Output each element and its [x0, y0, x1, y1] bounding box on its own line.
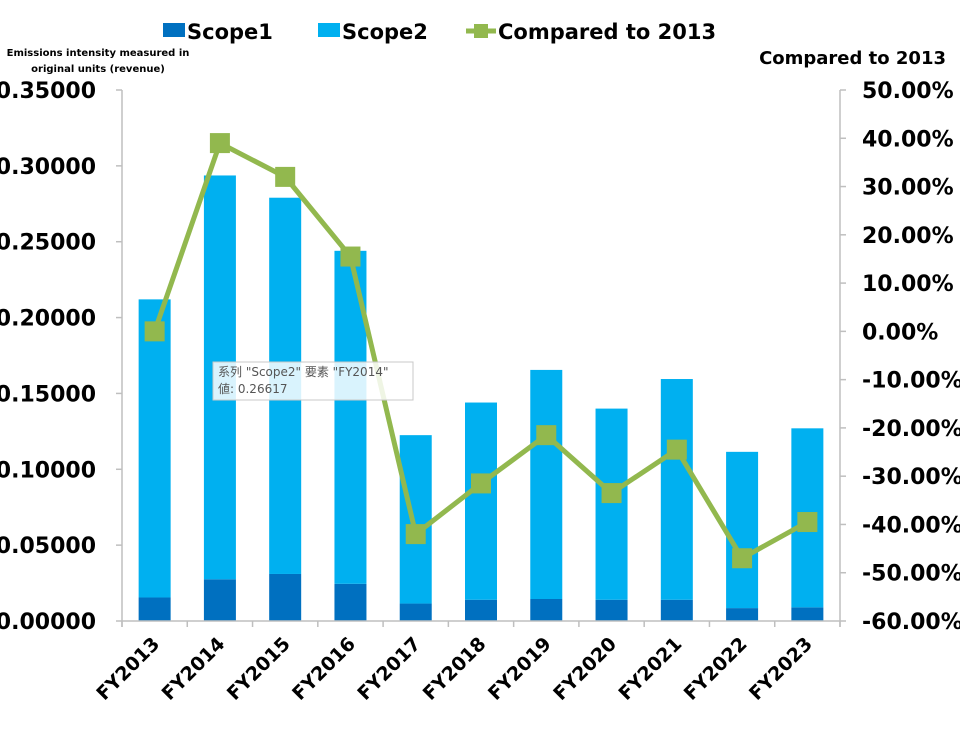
tooltip-box [212, 361, 414, 401]
tooltip-line: 系列 "Scope2" 要素 "FY2014" [218, 365, 389, 379]
left-axis-title: original units (revenue) [31, 64, 165, 75]
bar-scope2 [399, 435, 432, 604]
right-tick-label: -40.00% [862, 513, 960, 538]
right-tick-label: -20.00% [862, 417, 960, 442]
x-tick-label: FY2015 [223, 633, 295, 705]
bar-scope1 [203, 579, 236, 621]
line-marker-compared-2013 [275, 166, 296, 187]
line-marker-compared-2013 [405, 524, 426, 545]
left-tick-label: 0.35000 [0, 79, 96, 104]
right-tick-label: -50.00% [862, 562, 960, 587]
x-tick-label: FY2018 [419, 633, 491, 705]
bar-scope2 [660, 379, 693, 600]
bar-scope1 [334, 583, 367, 621]
bar-scope2 [465, 402, 497, 600]
right-tick-label: -10.00% [862, 369, 960, 394]
right-tick-label: 30.00% [862, 176, 954, 201]
left-tick-label: 0.00000 [0, 610, 96, 635]
left-tick-label: 0.20000 [0, 307, 96, 332]
line-marker-compared-2013 [144, 321, 165, 342]
x-tick-label: FY2021 [614, 633, 686, 705]
legend-swatch [163, 23, 185, 37]
legend-swatch-marker [474, 24, 488, 38]
legend-swatch [318, 23, 340, 37]
left-tick-label: 0.10000 [0, 458, 96, 483]
right-axis-title: Compared to 2013 [759, 48, 946, 69]
line-marker-compared-2013 [666, 439, 687, 460]
tooltip-line: 値: 0.26617 [218, 381, 287, 396]
line-marker-compared-2013 [471, 473, 491, 494]
left-tick-label: 0.15000 [0, 382, 96, 407]
x-tick-label: FY2013 [92, 633, 164, 705]
right-tick-label: 10.00% [862, 272, 954, 297]
line-marker-compared-2013 [601, 483, 622, 504]
bar-scope1 [660, 599, 693, 621]
bar-scope1 [726, 608, 759, 621]
x-tick-label: FY2017 [353, 633, 425, 705]
bar-scope1 [530, 599, 563, 621]
line-marker-compared-2013 [797, 512, 818, 533]
legend-label: Compared to 2013 [498, 20, 716, 44]
x-tick-label: FY2020 [549, 633, 621, 705]
bar-scope2 [595, 408, 628, 600]
bar-scope1 [791, 607, 824, 621]
bar-scope1 [138, 597, 171, 621]
line-marker-compared-2013 [732, 548, 753, 569]
bar-scope2 [726, 451, 759, 609]
left-axis-title: Emissions intensity measured in [7, 48, 190, 59]
line-marker-compared-2013 [209, 133, 230, 154]
x-tick-label: FY2023 [745, 633, 817, 705]
right-tick-label: 0.00% [862, 320, 938, 345]
bar-scope2 [530, 369, 563, 600]
bar-scope1 [465, 599, 497, 621]
x-tick-label: FY2016 [288, 633, 360, 705]
x-tick-label: FY2014 [158, 633, 230, 705]
bar-scope1 [399, 603, 432, 621]
right-tick-label: 50.00% [862, 79, 954, 104]
left-tick-label: 0.25000 [0, 231, 96, 256]
legend-label: Scope2 [342, 20, 428, 44]
line-marker-compared-2013 [536, 425, 557, 446]
left-tick-label: 0.30000 [0, 155, 96, 180]
right-tick-label: 40.00% [862, 127, 954, 152]
x-tick-label: FY2019 [484, 633, 556, 705]
right-tick-label: -30.00% [862, 465, 960, 490]
bar-scope1 [269, 573, 302, 621]
left-tick-label: 0.05000 [0, 534, 96, 559]
right-tick-label: 20.00% [862, 224, 954, 249]
right-tick-label: -60.00% [862, 610, 960, 635]
bar-scope2 [138, 299, 171, 598]
line-marker-compared-2013 [340, 246, 361, 267]
x-tick-label: FY2022 [680, 633, 752, 705]
bar-scope1 [595, 599, 628, 621]
legend-label: Scope1 [187, 20, 273, 44]
